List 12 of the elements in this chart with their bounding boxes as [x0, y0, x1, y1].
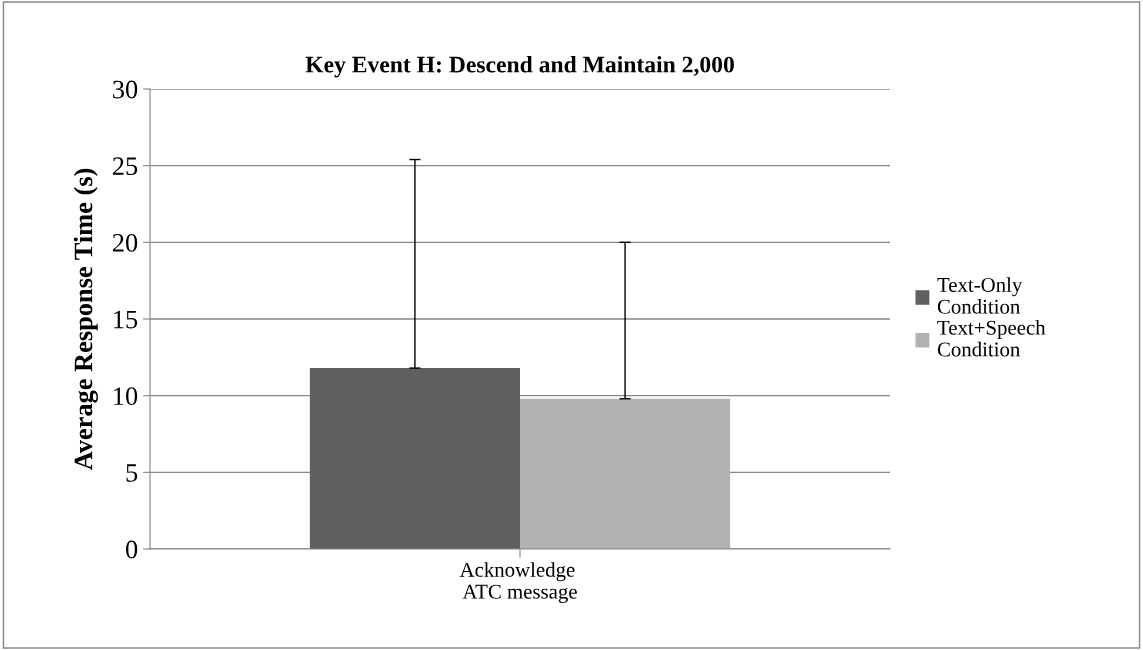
y-tick-label: 5 — [126, 464, 138, 482]
y-axis-title: Average Response Time (s) — [73, 168, 98, 471]
x-tick-label: Acknowledge ATC message — [459, 562, 577, 603]
y-tick-label: 20 — [112, 233, 138, 252]
y-tick-label: 0 — [126, 540, 138, 559]
y-tick-label: 15 — [114, 310, 138, 329]
y-tick-label: 10 — [114, 387, 138, 406]
chart-title: Key Event H: Descend and Maintain 2,000 — [305, 55, 734, 78]
legend-label: Text-Only Condition — [937, 277, 1023, 314]
y-tick-label: 25 — [112, 157, 138, 176]
y-tick-label: 30 — [113, 80, 138, 99]
legend-label: Text+Speech Condition — [937, 320, 1046, 357]
